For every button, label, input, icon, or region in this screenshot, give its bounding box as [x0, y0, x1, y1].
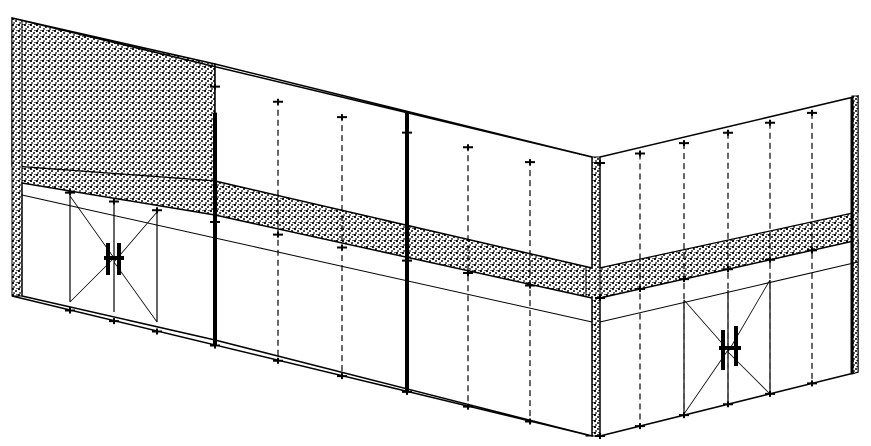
- spider-fitting-icon: [635, 423, 645, 430]
- spider-fitting-icon: [525, 282, 535, 289]
- spider-fitting-icon: [109, 198, 119, 205]
- entrance-door-right: [683, 279, 771, 415]
- spider-fitting-icon: [402, 388, 412, 395]
- spider-fitting-icon: [679, 412, 689, 419]
- spider-fitting-icon: [595, 160, 605, 166]
- spider-fitting-icon: [635, 150, 645, 157]
- spider-fitting-icon: [210, 342, 220, 349]
- roof-edge-left: [11, 17, 593, 158]
- spider-fitting-icon: [152, 207, 162, 214]
- spider-fitting-icon: [273, 231, 283, 238]
- spider-fitting-icon: [402, 129, 412, 136]
- spider-fitting-icon: [525, 159, 535, 166]
- spider-fitting-icon: [273, 357, 283, 364]
- transom-line-left: [21, 194, 593, 323]
- spider-fitting-icon: [463, 403, 473, 410]
- spider-fitting-icon: [463, 144, 473, 151]
- spider-fittings: [65, 83, 817, 439]
- spider-fitting-icon: [723, 401, 733, 408]
- spider-fitting-icon: [210, 83, 220, 90]
- spider-fitting-icon: [337, 373, 347, 380]
- door-handle-icon: [719, 326, 741, 370]
- spider-fitting-icon: [65, 189, 75, 196]
- spider-fitting-icon: [273, 98, 283, 105]
- spider-fitting-icon: [402, 257, 412, 264]
- door-handle-icon: [104, 243, 124, 275]
- spider-fitting-icon: [679, 276, 689, 283]
- spider-fitting-icon: [152, 328, 162, 335]
- spider-fitting-icon: [635, 286, 645, 293]
- spider-fitting-icon: [337, 244, 347, 251]
- spider-fitting-icon: [463, 269, 473, 276]
- spider-fitting-icon: [807, 380, 817, 387]
- spider-fitting-icon: [679, 140, 689, 147]
- transom-line-right: [599, 261, 859, 323]
- base-edge-left: [11, 295, 593, 437]
- textured-column-left-end: [11, 17, 23, 297]
- spider-fitting-icon: [765, 119, 775, 126]
- spider-fitting-icon: [210, 218, 220, 225]
- spider-fitting-icon: [337, 114, 347, 121]
- spider-fitting-icon: [65, 307, 75, 314]
- spider-fitting-icon: [525, 418, 535, 425]
- spider-fitting-icon: [807, 247, 817, 254]
- spider-fitting-icon: [807, 109, 817, 116]
- spider-fitting-icon: [595, 433, 605, 439]
- spider-fitting-icon: [765, 256, 775, 263]
- spider-fitting-icon: [595, 295, 605, 301]
- spider-fitting-icon: [723, 266, 733, 273]
- entrance-door-left: [69, 195, 158, 323]
- mullions-left: [213, 112, 409, 392]
- spider-fitting-icon: [765, 390, 775, 397]
- spider-fitting-icon: [723, 129, 733, 136]
- spider-fitting-icon: [109, 318, 119, 325]
